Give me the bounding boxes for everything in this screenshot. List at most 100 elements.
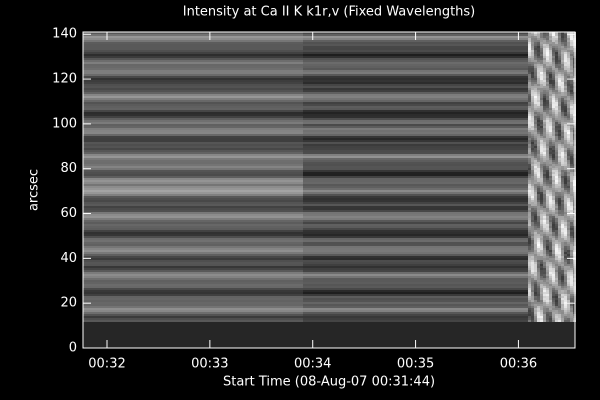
image-cell (552, 144, 555, 146)
image-cell (552, 88, 555, 90)
image-cell (570, 214, 573, 216)
image-cell (543, 106, 546, 108)
image-cell (555, 184, 558, 186)
image-cell (558, 170, 561, 172)
image-cell (540, 314, 543, 316)
image-cell (549, 312, 552, 314)
image-cell (555, 258, 558, 260)
image-stripe (83, 66, 303, 68)
image-cell (549, 90, 552, 92)
image-cell (570, 112, 573, 114)
image-cell (549, 108, 552, 110)
image-stripe (303, 88, 528, 90)
image-cell (549, 42, 552, 44)
image-cell (561, 152, 564, 154)
image-cell (570, 104, 573, 106)
image-stripe (303, 316, 528, 318)
image-cell (564, 128, 567, 130)
image-cell (528, 196, 531, 198)
image-cell (555, 150, 558, 152)
image-cell (561, 192, 564, 194)
image-cell (534, 106, 537, 108)
image-stripe (83, 34, 303, 36)
image-cell (534, 274, 537, 276)
image-cell (537, 258, 540, 260)
image-cell (531, 312, 534, 314)
image-cell (540, 312, 543, 314)
image-cell (564, 150, 567, 152)
image-cell (549, 132, 552, 134)
image-cell (558, 220, 561, 222)
image-cell (567, 272, 570, 274)
image-cell (567, 140, 570, 142)
image-cell (552, 264, 555, 266)
image-cell (528, 36, 531, 38)
image-cell (558, 196, 561, 198)
image-cell (540, 204, 543, 206)
image-cell (564, 232, 567, 234)
image-cell (528, 234, 531, 236)
image-cell (540, 114, 543, 116)
image-cell (570, 276, 573, 278)
image-cell (567, 70, 570, 72)
image-cell (564, 154, 567, 156)
image-cell (534, 120, 537, 122)
image-cell (540, 104, 543, 106)
image-cell (564, 260, 567, 262)
image-cell (534, 166, 537, 168)
image-cell (531, 274, 534, 276)
image-cell (561, 238, 564, 240)
image-cell (537, 284, 540, 286)
image-cell (567, 114, 570, 116)
image-cell (531, 50, 534, 52)
image-stripe (303, 86, 528, 88)
image-cell (534, 238, 537, 240)
image-cell (555, 146, 558, 148)
image-cell (558, 84, 561, 86)
image-cell (549, 224, 552, 226)
image-cell (546, 310, 549, 312)
image-cell (567, 34, 570, 36)
image-cell (552, 286, 555, 288)
image-cell (567, 284, 570, 286)
image-cell (561, 140, 564, 142)
image-cell (531, 110, 534, 112)
image-stripe (83, 90, 303, 92)
image-cell (543, 48, 546, 50)
image-cell (549, 196, 552, 198)
image-cell (546, 160, 549, 162)
image-cell (543, 310, 546, 312)
image-cell (564, 174, 567, 176)
image-cell (546, 104, 549, 106)
image-cell (546, 192, 549, 194)
image-cell (546, 248, 549, 250)
image-cell (537, 62, 540, 64)
image-cell (561, 128, 564, 130)
image-cell (540, 40, 543, 42)
image-cell (567, 254, 570, 256)
image-cell (531, 124, 534, 126)
image-cell (528, 306, 531, 308)
image-cell (564, 88, 567, 90)
image-cell (558, 266, 561, 268)
image-cell (537, 142, 540, 144)
image-stripe (303, 174, 528, 176)
image-cell (540, 224, 543, 226)
image-cell (558, 80, 561, 82)
image-cell (531, 126, 534, 128)
image-cell (546, 238, 549, 240)
image-cell (564, 86, 567, 88)
image-cell (558, 70, 561, 72)
image-stripe (83, 240, 303, 242)
image-cell (552, 226, 555, 228)
image-cell (555, 234, 558, 236)
image-cell (570, 34, 573, 36)
image-cell (549, 188, 552, 190)
image-cell (570, 138, 573, 140)
image-cell (567, 218, 570, 220)
image-stripe (83, 158, 303, 160)
image-cell (543, 124, 546, 126)
image-stripe (83, 236, 303, 238)
image-cell (537, 286, 540, 288)
image-cell (564, 286, 567, 288)
